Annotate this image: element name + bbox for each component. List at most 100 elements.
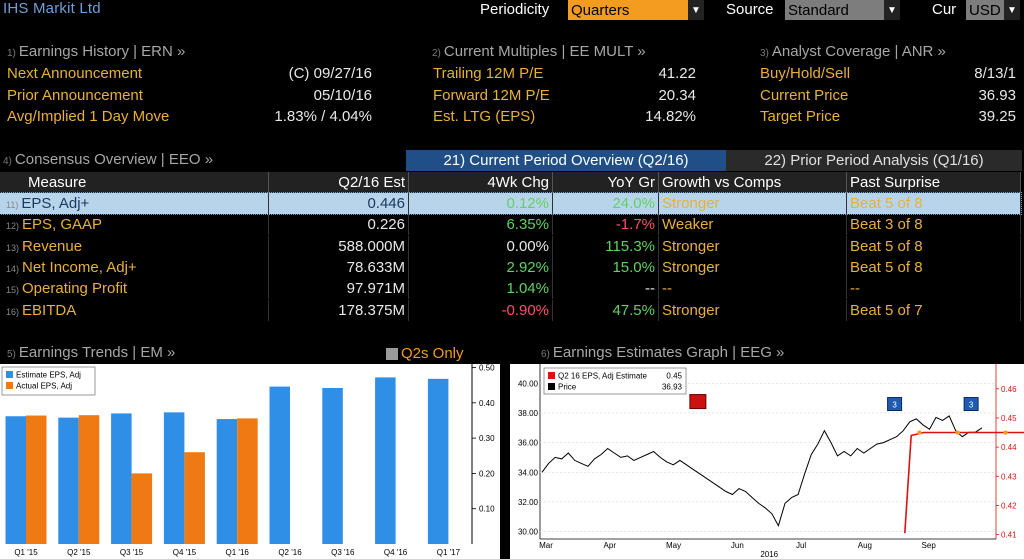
source-value: Standard: [788, 1, 849, 19]
legend-label-price: Price: [558, 383, 577, 392]
periodicity-dropdown[interactable]: Quarters ▼: [568, 0, 704, 20]
col-past-surprise[interactable]: Past Surprise: [847, 172, 1021, 193]
current-price-label: Current Price: [760, 87, 849, 104]
estimate-bar: [163, 412, 185, 544]
table-row[interactable]: 15) Operating Profit 97.971M 1.04% -- -- --: [0, 278, 1021, 300]
checkbox-icon[interactable]: [386, 347, 398, 360]
growth-vs-comps-cell: Stronger: [659, 235, 847, 257]
source-dropdown[interactable]: Standard ▼: [785, 0, 900, 20]
estimates-graph-link[interactable]: 6) Earnings Estimates Graph | EEG »: [541, 344, 784, 361]
marker-label: 3: [892, 401, 897, 410]
col-estimate[interactable]: Q2/16 Est: [269, 172, 409, 193]
estimate-bar: [375, 377, 396, 544]
y-tick-label: 0.40: [479, 399, 495, 408]
section-number: 6): [541, 349, 550, 360]
measure-label: EBITDA: [22, 301, 77, 319]
q2s-only-toggle[interactable]: Q2s Only: [386, 345, 464, 362]
y-tick-label: 0.30: [479, 434, 495, 443]
chevron-down-icon[interactable]: ▼: [884, 0, 900, 20]
section-title: Analyst Coverage | ANR »: [771, 43, 946, 60]
measure-label: Revenue: [22, 237, 83, 255]
table-header: Measure Q2/16 Est 4Wk Chg YoY Gr Growth …: [0, 172, 1021, 193]
earnings-trends-link[interactable]: 5) Earnings Trends | EM »: [7, 344, 175, 361]
q2s-only-label: Q2s Only: [401, 345, 464, 362]
chevron-down-icon[interactable]: ▼: [688, 0, 704, 20]
estimate-bar: [58, 417, 79, 544]
analyst-coverage-link[interactable]: 3) Analyst Coverage | ANR »: [760, 43, 946, 60]
buy-hold-sell-label: Buy/Hold/Sell: [760, 65, 851, 82]
axis-background: [472, 364, 500, 559]
growth-vs-comps-cell: Stronger: [659, 256, 847, 278]
periodicity-label: Periodicity: [480, 1, 550, 18]
estimate-cell: 0.446: [269, 193, 409, 214]
tab-current-period[interactable]: 21) Current Period Overview (Q2/16): [406, 150, 726, 171]
4wk-chg-cell: 0.12%: [409, 193, 553, 214]
section-title: Earnings Trends | EM »: [18, 344, 176, 361]
yoy-cell: 115.3%: [553, 235, 659, 257]
announcement-marker[interactable]: [689, 394, 707, 410]
col-growth-vs-comps[interactable]: Growth vs Comps: [659, 172, 847, 193]
avg-implied-move-label: Avg/Implied 1 Day Move: [7, 108, 170, 125]
estimate-revision-marker[interactable]: [887, 397, 903, 412]
measure-label: EPS, GAAP: [22, 216, 103, 234]
4wk-chg-cell: 6.35%: [409, 214, 553, 236]
estimate-bar: [427, 378, 449, 544]
forward-pe-label: Forward 12M P/E: [433, 87, 550, 104]
section-number: 2): [432, 48, 441, 59]
earnings-history-link[interactable]: 1) Earnings History | ERN »: [7, 43, 185, 60]
legend-label-estimate: Q2 16 EPS, Adj Estimate: [558, 372, 647, 381]
currency-dropdown[interactable]: USD ▼: [966, 0, 1020, 20]
y-tick-label: 0.20: [479, 469, 495, 478]
past-surprise-cell: --: [847, 278, 1021, 300]
legend-swatch-price: [548, 383, 555, 390]
estimate-bar: [111, 413, 132, 544]
x-year-label: 2016: [760, 550, 778, 559]
left-tick-label: 30.00: [518, 528, 539, 537]
next-announcement-value: (C) 09/27/16: [288, 65, 372, 82]
company-name: IHS Markit Ltd: [3, 0, 101, 17]
table-row[interactable]: 16) EBITDA 178.375M -0.90% 47.5% Stronger Beat…: [0, 299, 1021, 321]
growth-vs-comps-cell: Stronger: [659, 193, 847, 214]
actual-bar: [184, 452, 205, 544]
right-tick-label: 0.44: [1001, 443, 1017, 452]
4wk-chg-cell: 2.92%: [409, 256, 553, 278]
current-price-value: 36.93: [978, 87, 1016, 104]
section-number: 5): [7, 349, 16, 360]
table-row[interactable]: 14) Net Income, Adj+ 78.633M 2.92% 15.0% Stro…: [0, 256, 1021, 278]
estimate-cell: 97.971M: [269, 278, 409, 300]
x-tick-label: Q2 '16: [278, 548, 302, 557]
measure-cell: 14) Net Income, Adj+: [0, 256, 269, 278]
chevron-down-icon[interactable]: ▼: [1004, 0, 1020, 20]
tab-prior-period[interactable]: 22) Prior Period Analysis (Q1/16): [726, 150, 1022, 171]
col-4wk-chg[interactable]: 4Wk Chg: [409, 172, 553, 193]
est-ltg-value: 14.82%: [645, 108, 696, 125]
left-tick-label: 36.00: [518, 439, 539, 448]
x-tick-label: May: [666, 541, 681, 550]
x-tick-label: Jun: [731, 541, 744, 550]
table-row[interactable]: 13) Revenue 588.000M 0.00% 115.3% Stronger Bea…: [0, 235, 1021, 257]
current-multiples-link[interactable]: 2) Current Multiples | EE MULT »: [432, 43, 646, 60]
measure-cell: 13) Revenue: [0, 235, 269, 257]
past-surprise-cell: Beat 5 of 8: [847, 235, 1021, 257]
yoy-cell: --: [553, 278, 659, 300]
x-tick-label: Q2 '15: [67, 548, 91, 557]
col-yoy[interactable]: YoY Gr: [553, 172, 659, 193]
row-number: 12): [6, 221, 20, 232]
estimate-bar: [216, 419, 238, 544]
legend-swatch-estimate: [548, 372, 555, 379]
estimate-revision-marker[interactable]: [963, 397, 979, 412]
table-row[interactable]: 11) EPS, Adj+ 0.446 0.12% 24.0% Stronger Beat …: [0, 192, 1022, 215]
section-number: 1): [7, 48, 16, 59]
x-tick-label: Q3 '16: [331, 548, 355, 557]
legend-value-estimate: 0.45: [666, 372, 682, 381]
legend-box: [543, 367, 687, 395]
right-tick-label: 0.43: [1001, 472, 1017, 481]
earnings-trends-chart: 0.10 0.20 0.30 0.40 0.50 Q1 '15 Q2 '15 Q3 '15 Q…: [0, 364, 500, 559]
left-tick-label: 34.00: [518, 468, 539, 477]
currency-label: Cur: [932, 1, 957, 18]
x-tick-label: Sep: [922, 541, 937, 550]
consensus-overview-link[interactable]: 4) Consensus Overview | EEO »: [3, 151, 213, 168]
table-row[interactable]: 12) EPS, GAAP 0.226 6.35% -1.7% Weaker Beat 3 …: [0, 214, 1021, 236]
col-measure[interactable]: Measure: [0, 172, 269, 193]
yoy-cell: -1.7%: [553, 214, 659, 236]
